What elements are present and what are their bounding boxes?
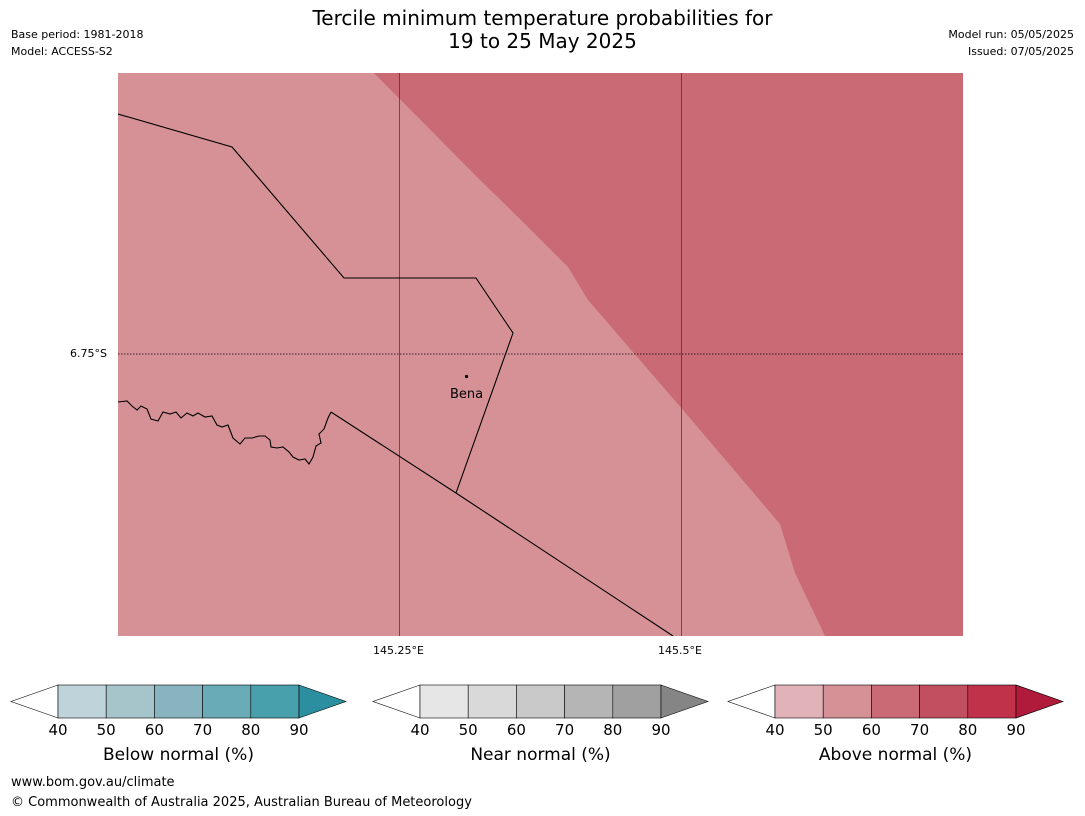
- colorbar-above-low-extension: [727, 684, 776, 719]
- colorbar-below-segment: [105, 684, 155, 719]
- run-info: Model run: 05/05/2025 Issued: 07/05/2025: [948, 26, 1074, 60]
- colorbar-near-tick-label: 40: [410, 721, 429, 739]
- colorbar-above-tick-label: 60: [862, 721, 881, 739]
- colorbar-below-segment: [57, 684, 107, 719]
- colorbar-below-high-extension: [298, 684, 347, 719]
- colorbar-above-segment: [871, 684, 920, 719]
- title-line-2: 19 to 25 May 2025: [448, 29, 637, 53]
- colorbar-above-segment: [774, 684, 824, 719]
- colorbar-below-tick-label: 70: [193, 721, 212, 739]
- colorbar-above-segment: [967, 684, 1017, 719]
- colorbar-near-tick-label: 80: [603, 721, 622, 739]
- colorbar-title-above: Above normal (%): [818, 745, 973, 765]
- colorbar-below-low-extension: [10, 684, 59, 719]
- colorbar-above-tick-label: 40: [765, 721, 784, 739]
- colorbar-near-tick-label: 90: [651, 721, 670, 739]
- colorbar-near-segment: [564, 684, 614, 719]
- river-boundary: [118, 400, 332, 465]
- lon-label-145-25: 145.25°E: [373, 644, 424, 657]
- lon-label-145-5: 145.5°E: [658, 644, 702, 657]
- model-run-date: Model run: 05/05/2025: [948, 28, 1074, 41]
- colorbar-near-tick-label: 50: [459, 721, 478, 739]
- colorbar-below-tick-label: 50: [97, 721, 116, 739]
- bena-marker: [464, 374, 469, 379]
- title-line-1: Tercile minimum temperature probabilitie…: [312, 6, 773, 30]
- colorbar-above-segment: [919, 684, 969, 719]
- colorbar-below-segment: [154, 684, 203, 719]
- district-boundary: [118, 113, 514, 494]
- colorbar-below-tick-label: 90: [289, 721, 308, 739]
- place-label-bena: Bena: [450, 387, 484, 402]
- footer-url: www.bom.gov.au/climate: [11, 775, 175, 790]
- colorbar-above-tick-label: 50: [814, 721, 833, 739]
- colorbar-near-high-extension: [660, 684, 709, 719]
- footer-copyright: © Commonwealth of Australia 2025, Austra…: [11, 795, 472, 810]
- base-period: Base period: 1981-2018: [11, 28, 144, 41]
- colorbar-above-tick-label: 90: [1006, 721, 1025, 739]
- colorbar-near-low-extension: [372, 684, 421, 719]
- colorbar-above-tick-label: 70: [910, 721, 929, 739]
- colorbar-below-segment: [250, 684, 300, 719]
- province-boundary: [330, 411, 674, 636]
- lat-label: 6.75°S: [70, 347, 107, 360]
- colorbar-near-segment: [467, 684, 517, 719]
- base-info: Base period: 1981-2018 Model: ACCESS-S2: [11, 26, 143, 60]
- colorbar-above-segment: [822, 684, 872, 719]
- colorbar-above-tick-label: 80: [958, 721, 977, 739]
- issued-date: Issued: 07/05/2025: [967, 45, 1074, 58]
- colorbar-above-high-extension: [1015, 684, 1064, 719]
- region-60-70-above: [374, 73, 963, 636]
- colorbar-near-segment: [516, 684, 565, 719]
- colorbar-title-below: Below normal (%): [103, 745, 254, 765]
- colorbar-near-tick-label: 60: [507, 721, 526, 739]
- colorbar-below-tick-label: 60: [145, 721, 164, 739]
- colorbar-near-segment: [612, 684, 662, 719]
- colorbar-near-tick-label: 70: [555, 721, 574, 739]
- colorbar-below-segment: [202, 684, 252, 719]
- colorbar-below-tick-label: 80: [241, 721, 260, 739]
- map-title: Tercile minimum temperature probabilitie…: [0, 7, 1085, 53]
- colorbar-near-segment: [419, 684, 469, 719]
- model-name: Model: ACCESS-S2: [11, 45, 113, 58]
- colorbar-title-near: Near normal (%): [470, 745, 611, 765]
- colorbar-below-tick-label: 40: [48, 721, 67, 739]
